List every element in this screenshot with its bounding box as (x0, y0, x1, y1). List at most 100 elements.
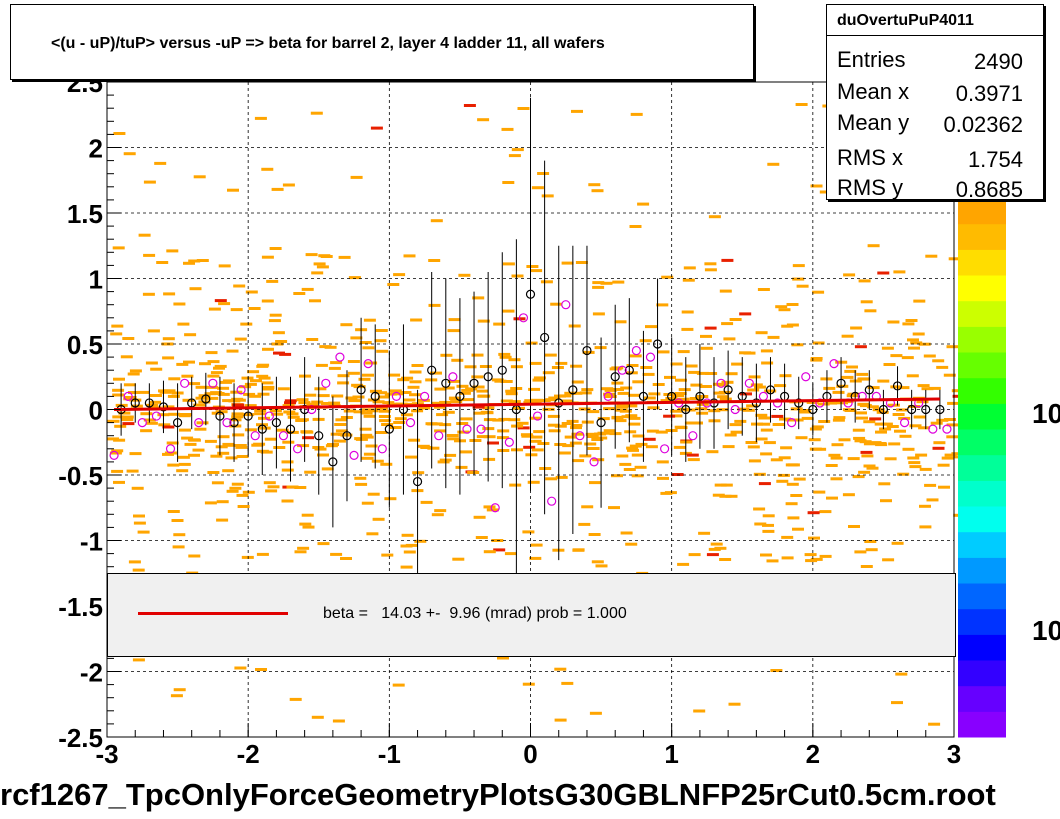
hist-cell (928, 386, 941, 390)
hist-cell (194, 427, 207, 431)
y-tick-label: 0.5 (67, 330, 103, 360)
hist-cell (225, 456, 238, 460)
hist-cell (236, 493, 249, 497)
hist-cell (842, 493, 855, 497)
hist-cell (872, 408, 885, 412)
hist-cell (427, 446, 440, 450)
palette-cell (958, 377, 1006, 404)
hist-cell (262, 387, 275, 391)
hist-cell (263, 481, 276, 485)
profile-point (483, 372, 493, 382)
hist-cell (370, 126, 383, 130)
hist-cell (785, 418, 798, 422)
hist-cell (233, 398, 246, 402)
hist-cell (656, 303, 669, 307)
hist-cell (358, 377, 371, 381)
hist-cell (391, 392, 404, 396)
hist-cell (852, 428, 865, 432)
profile-points (109, 97, 952, 580)
hist-cell (854, 439, 867, 443)
hist-cell (318, 254, 331, 258)
hist-cell (114, 424, 127, 428)
hist-cell (271, 412, 284, 416)
hist-cell (762, 523, 774, 527)
hist-cell (113, 377, 125, 381)
hist-cell (176, 362, 189, 366)
hist-cell (585, 432, 598, 436)
profile-point (568, 385, 578, 395)
hist-cell (217, 386, 230, 390)
hist-cell (555, 475, 568, 479)
hist-cell (558, 451, 571, 455)
hist-cell (858, 470, 871, 474)
hist-cell (496, 436, 509, 440)
hist-cell (231, 415, 244, 419)
hist-cell (907, 338, 919, 342)
hist-cell (723, 337, 736, 341)
x-tick-label: 0 (523, 739, 537, 769)
hist-cell (362, 373, 374, 377)
hist-cell (324, 345, 337, 349)
hist-cell (163, 292, 176, 296)
hist-cell (946, 423, 959, 427)
hist-cell (754, 522, 767, 526)
hist-cell (584, 442, 597, 446)
hist-cell (894, 429, 906, 433)
profile-point (596, 418, 606, 428)
hist-cell (403, 550, 416, 554)
hist-cell (548, 429, 561, 433)
profile-point (652, 339, 663, 349)
hist-cell (603, 392, 615, 396)
hist-cell (579, 391, 592, 395)
hist-cell (734, 419, 747, 423)
hist-cell (451, 358, 464, 362)
hist-cell (550, 302, 563, 306)
hist-cell (196, 259, 209, 262)
hist-cell (389, 389, 402, 393)
hist-cell (471, 375, 484, 379)
profile-point (928, 424, 938, 434)
y-tick-label: -1 (80, 527, 103, 557)
hist-cell (720, 483, 733, 487)
hist-cell (681, 327, 694, 331)
fit-legend: beta = 14.03 +- 9.96 (mrad) prob = 1.000 (107, 573, 956, 657)
hist-cell (244, 404, 257, 408)
hist-cell (177, 322, 190, 326)
hist-cell (216, 500, 229, 504)
hist-cell (133, 514, 145, 518)
palette-cell (958, 608, 1006, 635)
hist-cell (714, 546, 727, 550)
hist-cell (179, 428, 191, 432)
profile-point (180, 378, 190, 388)
hist-cell (730, 430, 743, 434)
hist-cell (317, 394, 330, 398)
hist-cell (728, 702, 741, 706)
hist-cell (853, 436, 866, 440)
hist-cell (554, 667, 567, 671)
hist-cell (348, 399, 361, 403)
hist-cell (856, 372, 869, 376)
hist-cell (314, 447, 327, 451)
hist-cell (400, 544, 413, 548)
hist-cell (375, 329, 388, 332)
hist-cell (643, 437, 656, 441)
hist-cell (360, 411, 373, 415)
hist-cell (533, 376, 546, 380)
hist-cell (645, 325, 657, 329)
hist-cell (502, 309, 515, 313)
hist-cell (128, 391, 140, 394)
palette-cell (958, 685, 1006, 712)
profile-point (448, 372, 458, 382)
hist-cell (282, 183, 295, 187)
z-tick-label: 10 (1032, 615, 1060, 646)
stats-row-mean-x: Mean x 0.3971 (827, 75, 1043, 107)
hist-cell (569, 441, 582, 445)
hist-cell (624, 430, 637, 434)
hist-cell (810, 358, 823, 362)
hist-cell (729, 423, 742, 427)
hist-cell (571, 380, 584, 384)
hist-cell (805, 559, 818, 563)
hist-cell (261, 167, 274, 171)
hist-cell (511, 148, 524, 152)
hist-cell (921, 387, 934, 391)
